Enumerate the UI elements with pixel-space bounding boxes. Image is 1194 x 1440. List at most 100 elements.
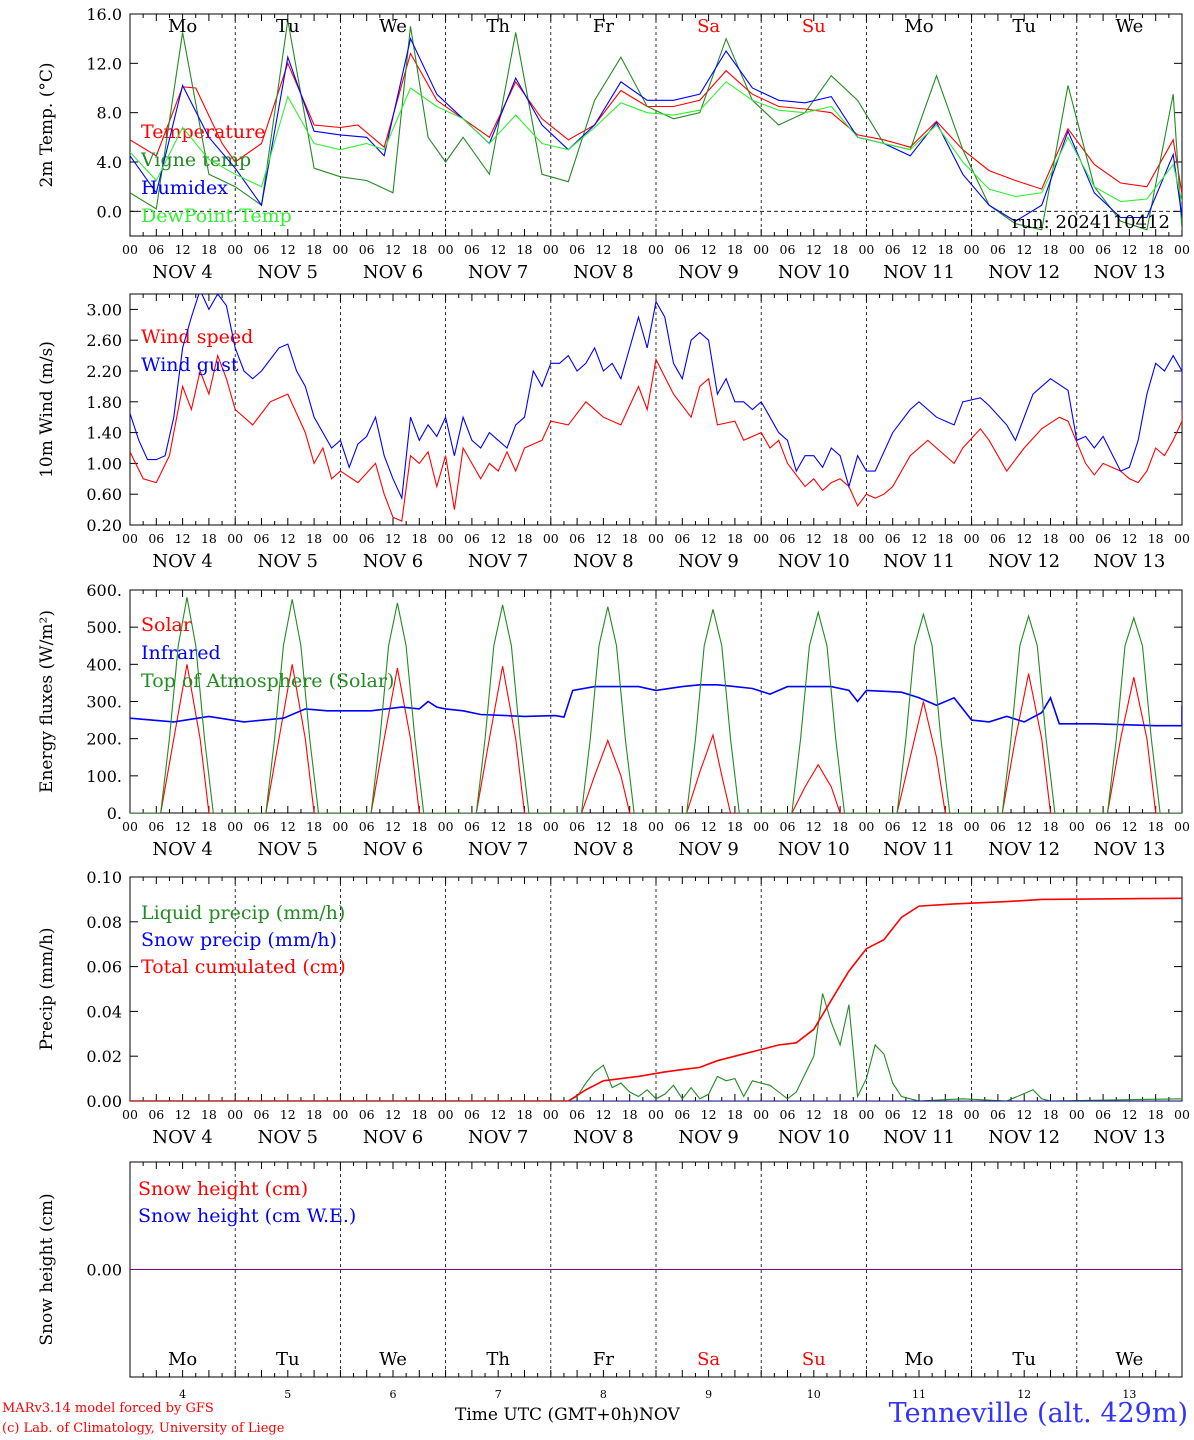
hour-tick-label: 06	[148, 819, 164, 834]
hour-tick-label: 00	[964, 1107, 980, 1122]
hour-tick-label: 12	[385, 531, 401, 546]
date-label: NOV 5	[258, 551, 318, 572]
hour-tick-label: 06	[569, 819, 585, 834]
hour-tick-label: 06	[569, 242, 585, 257]
date-label: NOV 9	[678, 551, 738, 572]
station-name: Tenneville (alt. 429m)	[888, 1398, 1188, 1429]
day-number-label: 10	[807, 1388, 821, 1401]
weekday-label: Th	[486, 16, 510, 37]
date-label: NOV 11	[883, 1127, 955, 1148]
date-label: NOV 8	[573, 551, 633, 572]
hour-tick-label: 06	[780, 531, 796, 546]
hour-tick-label: 06	[1095, 819, 1111, 834]
day-number-label: 6	[390, 1388, 397, 1401]
weekday-label: Tu	[276, 1349, 300, 1370]
weekday-label: Tu	[1012, 1349, 1036, 1370]
hour-tick-label: 00	[858, 242, 874, 257]
hour-tick-label: 06	[1095, 531, 1111, 546]
hour-tick-label: 12	[595, 819, 611, 834]
date-label: NOV 12	[988, 551, 1060, 572]
date-label: NOV 11	[883, 839, 955, 860]
hour-tick-label: 18	[1043, 819, 1059, 834]
date-label: NOV 10	[778, 1127, 850, 1148]
hour-tick-label: 12	[806, 242, 822, 257]
hour-tick-label: 18	[201, 819, 217, 834]
hour-tick-label: 18	[832, 531, 848, 546]
y-tick-label: 0.	[107, 804, 122, 823]
y-tick-label: 2.60	[86, 331, 122, 350]
legend-entry: Wind speed	[141, 326, 253, 348]
hour-tick-label: 00	[543, 1107, 559, 1122]
hour-tick-label: 18	[622, 819, 638, 834]
hour-tick-label: 06	[148, 531, 164, 546]
series-line-2	[130, 597, 1182, 813]
hour-tick-label: 18	[937, 819, 953, 834]
hour-tick-label: 18	[622, 242, 638, 257]
hour-tick-label: 12	[280, 1107, 296, 1122]
hour-tick-label: 06	[780, 819, 796, 834]
date-label: NOV 12	[988, 1127, 1060, 1148]
day-number-label: 8	[600, 1388, 607, 1401]
credit-line: (c) Lab. of Climatology, University of L…	[2, 1421, 285, 1436]
y-tick-label: 400.	[86, 655, 122, 674]
hour-tick-label: 12	[595, 242, 611, 257]
legend-entry: Solar	[141, 614, 193, 636]
hour-tick-label: 18	[411, 242, 427, 257]
hour-tick-label: 00	[648, 242, 664, 257]
y-axis-label: Snow height (cm)	[37, 1193, 57, 1345]
hour-tick-label: 06	[990, 819, 1006, 834]
y-tick-label: 0.02	[86, 1047, 122, 1066]
hour-tick-label: 18	[1148, 819, 1164, 834]
hour-tick-label: 12	[490, 1107, 506, 1122]
y-tick-label: 100.	[86, 767, 122, 786]
hour-tick-label: 18	[411, 1107, 427, 1122]
hour-tick-label: 00	[648, 819, 664, 834]
hour-tick-label: 06	[674, 1107, 690, 1122]
hour-tick-label: 12	[175, 531, 191, 546]
hour-tick-label: 00	[122, 1107, 138, 1122]
legend-entry: Humidex	[141, 177, 228, 199]
hour-tick-label: 06	[674, 819, 690, 834]
series-line-1	[130, 684, 1182, 727]
date-label: NOV 6	[363, 262, 423, 283]
hour-tick-label: 18	[201, 242, 217, 257]
hour-tick-label: 00	[543, 242, 559, 257]
hour-tick-label: 12	[1016, 1107, 1032, 1122]
date-label: NOV 7	[468, 262, 528, 283]
date-label: NOV 13	[1093, 839, 1165, 860]
hour-tick-label: 00	[1174, 242, 1190, 257]
hour-tick-label: 12	[701, 1107, 717, 1122]
y-axis-label: 2m Temp. (°C)	[37, 62, 57, 187]
date-label: NOV 9	[678, 262, 738, 283]
y-tick-label: 500.	[86, 618, 122, 637]
hour-tick-label: 00	[753, 1107, 769, 1122]
y-axis-label: Precip (mm/h)	[37, 927, 57, 1050]
hour-tick-label: 12	[1121, 1107, 1137, 1122]
hour-tick-label: 00	[543, 531, 559, 546]
y-tick-label: 600.	[86, 581, 122, 600]
y-tick-label: 12.0	[86, 54, 122, 73]
series-line-1	[130, 294, 1182, 501]
hour-tick-label: 00	[964, 819, 980, 834]
hour-tick-label: 06	[885, 819, 901, 834]
legend-entry: Infrared	[141, 642, 221, 664]
hour-tick-label: 18	[832, 1107, 848, 1122]
hour-tick-label: 12	[175, 819, 191, 834]
hour-tick-label: 06	[359, 531, 375, 546]
legend-entry: Snow height (cm W.E.)	[138, 1205, 356, 1227]
series-line-0	[130, 993, 1182, 1101]
hour-tick-label: 18	[1043, 531, 1059, 546]
series-line-2	[130, 897, 1182, 1101]
hour-tick-label: 12	[701, 242, 717, 257]
hour-tick-label: 18	[411, 531, 427, 546]
hour-tick-label: 06	[569, 1107, 585, 1122]
legend-entry: Total cumulated (cm)	[141, 956, 346, 978]
hour-tick-label: 06	[885, 242, 901, 257]
date-label: NOV 8	[573, 839, 633, 860]
hour-tick-label: 06	[990, 242, 1006, 257]
y-tick-label: 4.0	[97, 153, 122, 172]
hour-tick-label: 18	[937, 242, 953, 257]
hour-tick-label: 00	[332, 1107, 348, 1122]
y-tick-label: 0.00	[86, 1261, 122, 1280]
hour-tick-label: 12	[701, 531, 717, 546]
